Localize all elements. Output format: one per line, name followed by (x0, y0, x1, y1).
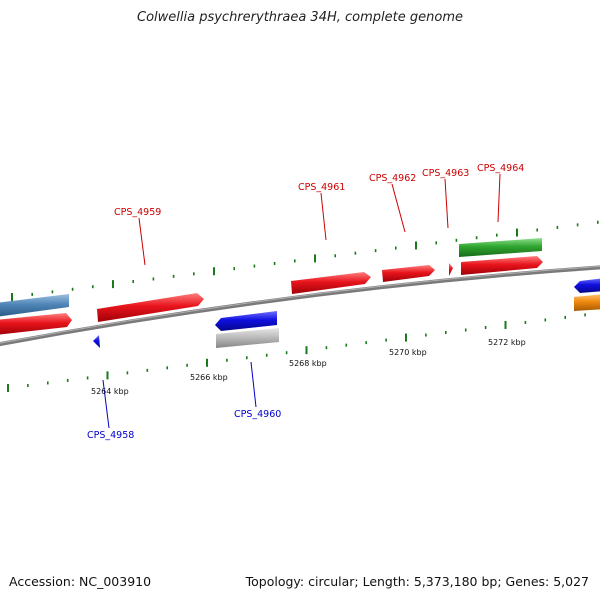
leader-cps-4958 (102, 379, 110, 429)
leader-cps-4960 (250, 361, 257, 408)
gene-cps-4964[interactable] (461, 256, 543, 275)
label-cps-4960[interactable]: CPS_4960 (234, 409, 281, 420)
gene-cps-4962[interactable] (382, 265, 435, 282)
label-cps-4958[interactable]: CPS_4958 (87, 430, 134, 441)
scale-label-5270: 5270 kbp (389, 348, 427, 357)
gene-orange-right-partial (574, 294, 600, 311)
genome-backbone (0, 265, 600, 347)
accession-text: Accession: NC_003910 (9, 574, 152, 589)
gene-grey-lower (216, 328, 279, 348)
leader-cps-4959 (138, 217, 146, 266)
scale-label-5272: 5272 kbp (488, 338, 526, 347)
genome-title: Colwellia psychrerythraea 34H, complete … (137, 10, 463, 25)
scale-label-5268: 5268 kbp (289, 359, 327, 368)
gene-cps-4963[interactable] (449, 263, 453, 276)
leader-cps-4963 (444, 178, 449, 229)
lower-tick-track (7, 313, 586, 392)
scale-label-5264: 5264 kbp (91, 387, 129, 396)
gene-cps-4960[interactable] (215, 311, 277, 331)
leader-cps-4961 (320, 192, 327, 241)
gene-cps-4961[interactable] (291, 272, 371, 294)
gene-forward-left-partial (0, 313, 72, 335)
label-cps-4964[interactable]: CPS_4964 (477, 163, 524, 174)
upper-tick-track (11, 220, 599, 301)
label-cps-4959[interactable]: CPS_4959 (114, 207, 161, 218)
genome-summary-text: Topology: circular; Length: 5,373,180 bp… (245, 574, 589, 589)
gene-steel-blue-left-partial (0, 294, 69, 317)
gene-cps-4958[interactable] (93, 335, 100, 348)
genome-backbone-highlight (0, 265, 600, 344)
gene-blue-right-partial (574, 278, 600, 293)
leader-cps-4964 (497, 173, 501, 223)
gene-cps-4959[interactable] (97, 293, 204, 322)
label-cps-4963[interactable]: CPS_4963 (422, 168, 469, 179)
scale-label-5266: 5266 kbp (190, 373, 228, 382)
label-cps-4961[interactable]: CPS_4961 (298, 182, 345, 193)
label-cps-4962[interactable]: CPS_4962 (369, 173, 416, 184)
leader-cps-4962 (391, 183, 406, 233)
gene-green-upper (459, 238, 542, 257)
